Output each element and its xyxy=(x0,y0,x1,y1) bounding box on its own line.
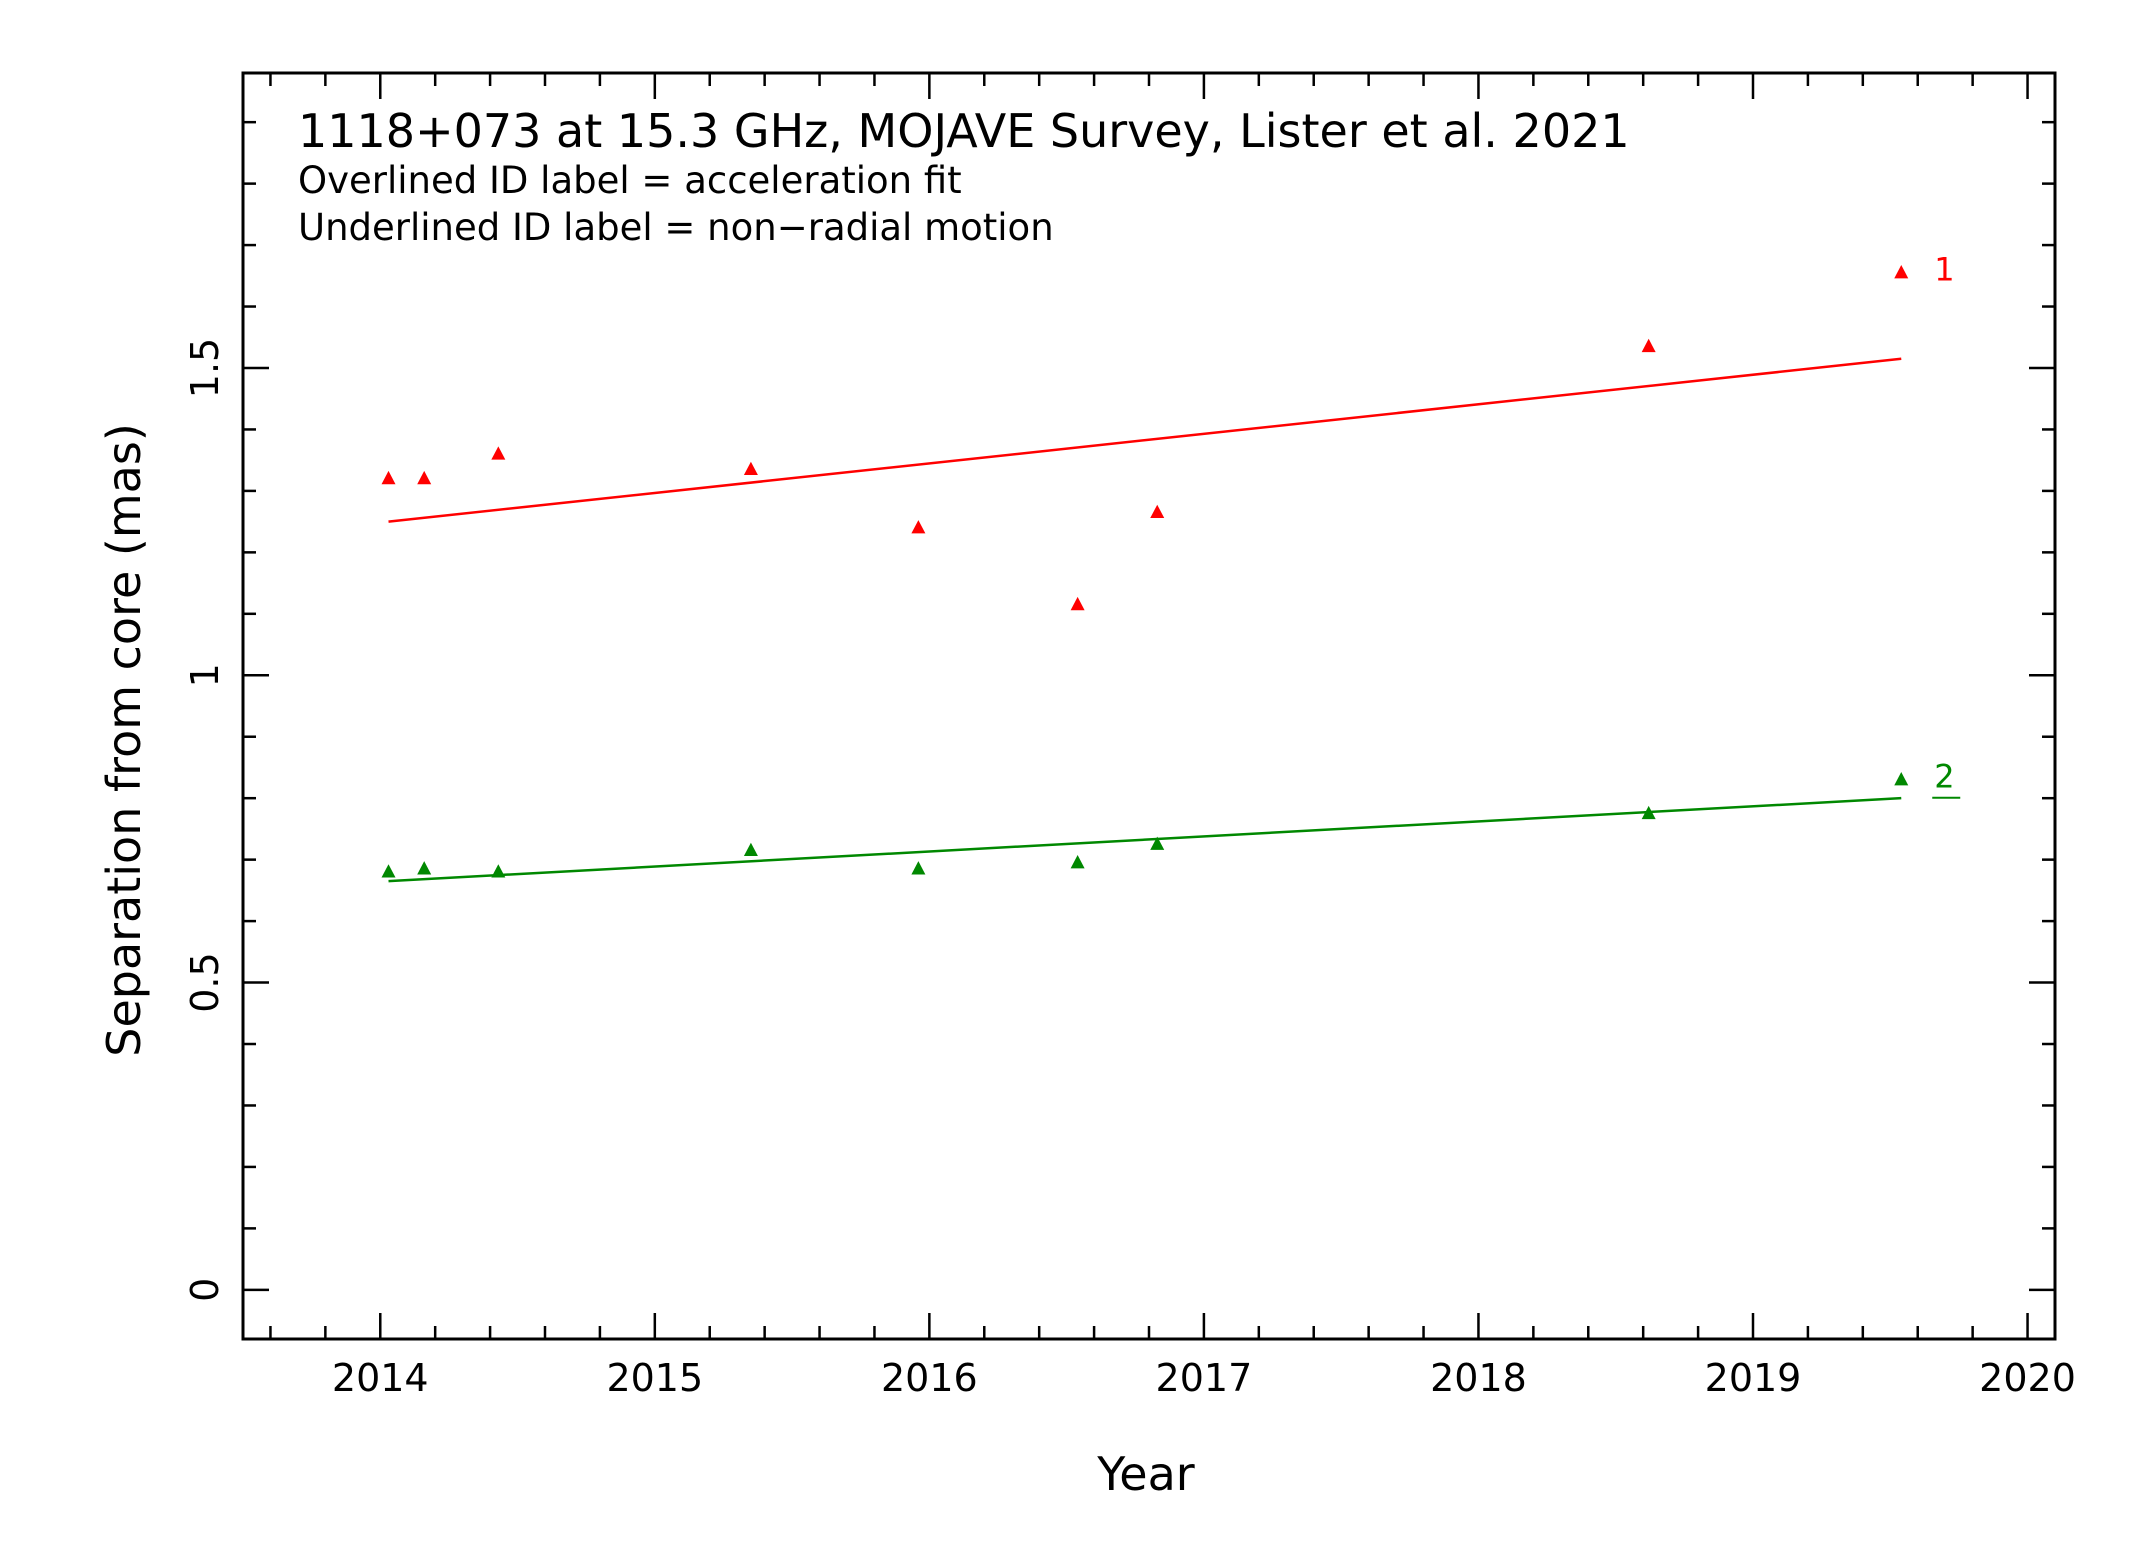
data-point-1 xyxy=(911,520,926,534)
data-point-2 xyxy=(381,864,396,878)
x-tick-label: 2017 xyxy=(1156,1356,1253,1400)
axes: 2014 2015 2016 2017 2018 2019 2020 0 0.5 1 1.5 xyxy=(183,71,2076,1400)
x-axis-title: Year xyxy=(1096,1447,1194,1501)
data-point-1 xyxy=(1150,504,1165,519)
data-point-1 xyxy=(491,446,506,460)
y-axis-title: Separation from core (mas) xyxy=(97,423,151,1057)
data-point-2 xyxy=(1641,805,1656,820)
data-point-2 xyxy=(911,861,926,875)
data-point-1 xyxy=(417,470,432,485)
fit-line-1 xyxy=(388,357,1902,523)
data-point-1 xyxy=(743,461,758,475)
data-point-2 xyxy=(417,861,432,875)
y-tick-label: 0 xyxy=(183,1278,227,1302)
series-2: 2 xyxy=(381,758,1961,883)
series-label-1: 1 xyxy=(1934,251,1954,289)
data-point-2 xyxy=(743,842,758,857)
data-point-1 xyxy=(1070,596,1085,611)
annotation-line-1: Overlined ID label = acceleration fit xyxy=(298,159,962,202)
data-point-2 xyxy=(1150,836,1165,850)
x-tick-label: 2015 xyxy=(606,1356,703,1400)
x-tick-label: 2016 xyxy=(881,1356,978,1400)
x-tick-label: 2019 xyxy=(1705,1356,1802,1400)
plot-frame xyxy=(241,71,2057,1341)
y-tick-label: 0.5 xyxy=(183,952,227,1012)
data-point-1 xyxy=(1641,338,1656,353)
x-tick-label: 2014 xyxy=(332,1356,429,1400)
data-point-2 xyxy=(1894,772,1909,786)
fit-line-2 xyxy=(388,796,1902,883)
data-point-2 xyxy=(1070,855,1085,869)
annotation-title: 1118+073 at 15.3 GHz, MOJAVE Survey, Lis… xyxy=(298,104,1630,158)
y-tick-label: 1.5 xyxy=(183,338,227,398)
data-point-1 xyxy=(1894,265,1909,279)
data-point-1 xyxy=(381,470,396,485)
x-tick-label: 2020 xyxy=(1979,1356,2076,1400)
x-tick-label: 2018 xyxy=(1430,1356,1527,1400)
annotation-line-2: Underlined ID label = non−radial motion xyxy=(298,206,1054,249)
data-point-2 xyxy=(491,864,506,878)
y-tick-label: 1 xyxy=(183,663,227,687)
series-label-2: 2 xyxy=(1934,758,1954,796)
plot-marks: 12 xyxy=(381,251,1961,883)
series-1: 1 xyxy=(381,251,1955,611)
